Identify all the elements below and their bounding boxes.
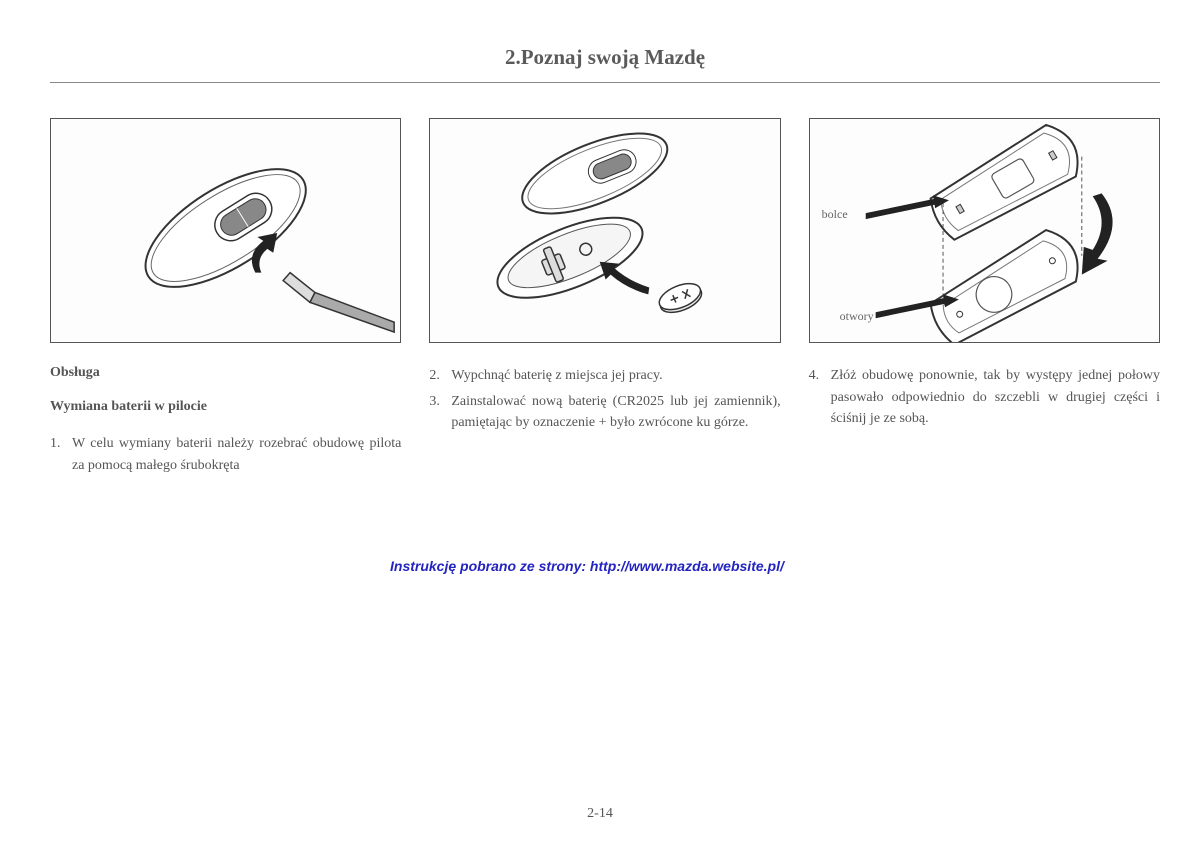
step-number: 2.: [429, 365, 447, 387]
step-list-2: 2. Wypchnąć baterię z miejsca jej pracy.…: [429, 365, 780, 438]
column-1: Obsługa Wymiana baterii w pilocie 1. W c…: [50, 118, 401, 480]
figure-label-otwory: otwory: [840, 309, 874, 324]
figure-2-battery-install: [429, 118, 780, 343]
list-item: 1. W celu wymiany baterii należy rozebra…: [50, 433, 401, 476]
list-item: 3. Zainstalować nową baterię (CR2025 lub…: [429, 391, 780, 434]
section-heading-obsluga: Obsługa: [50, 365, 401, 381]
step-text: W celu wymiany baterii należy rozebrać o…: [72, 433, 401, 476]
step-text: Wypchnąć baterię z miejsca jej pracy.: [451, 365, 780, 387]
step-list-1: 1. W celu wymiany baterii należy rozebra…: [50, 433, 401, 480]
step-text: Złóż obudowę ponownie, tak by występy je…: [831, 365, 1160, 430]
divider: [50, 82, 1160, 83]
subheading-wymiana: Wymiana baterii w pilocie: [50, 399, 401, 415]
chapter-title: 2.Poznaj swoją Mazdę: [50, 45, 1160, 70]
content-columns: Obsługa Wymiana baterii w pilocie 1. W c…: [50, 118, 1160, 480]
manual-page: 2.Poznaj swoją Mazdę: [0, 0, 1200, 862]
figure-3-reassemble: bolce otwory: [809, 118, 1160, 343]
list-item: 4. Złóż obudowę ponownie, tak by występy…: [809, 365, 1160, 430]
watermark-source: Instrukcję pobrano ze strony: http://www…: [390, 558, 784, 574]
figure-label-bolce: bolce: [822, 207, 848, 222]
figure-1-remote-pry: [50, 118, 401, 343]
step-number: 1.: [50, 433, 68, 476]
step-list-3: 4. Złóż obudowę ponownie, tak by występy…: [809, 365, 1160, 434]
step-number: 4.: [809, 365, 827, 430]
step-number: 3.: [429, 391, 447, 434]
column-2: 2. Wypchnąć baterię z miejsca jej pracy.…: [429, 118, 780, 480]
list-item: 2. Wypchnąć baterię z miejsca jej pracy.: [429, 365, 780, 387]
step-text: Zainstalować nową baterię (CR2025 lub je…: [451, 391, 780, 434]
column-3: bolce otwory: [809, 118, 1160, 480]
page-number: 2-14: [0, 806, 1200, 822]
